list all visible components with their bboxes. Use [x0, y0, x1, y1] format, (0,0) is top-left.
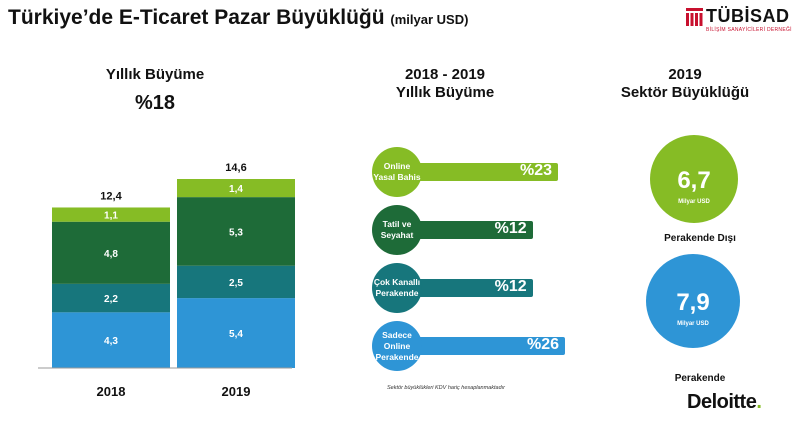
middle-header-line2: Yıllık Büyüme: [395, 84, 495, 101]
bar-segment-2018-3: [52, 207, 170, 222]
right-header-line1: 2019: [668, 66, 702, 83]
stacked-bar-chart: 4,3 2,2 4,8 1,1 12,4 2018 5,4 2,5 5,3 1,4 14,6 2019: [38, 162, 295, 399]
growth-category-circle: Sadece Online Perakende: [372, 321, 422, 371]
right-header-line2: Sektör Büyüklüğü: [620, 84, 750, 101]
tubisad-mark-icon: [686, 8, 703, 26]
bar-segment-2018-1: [52, 283, 170, 313]
growth-value: %23: [520, 162, 553, 179]
bar-segment-2019-2: [177, 197, 295, 266]
growth-value: %26: [526, 336, 559, 353]
middle-header-line1: 2018 - 2019: [404, 66, 486, 83]
x-axis-label: 2019: [222, 384, 251, 399]
bar-segment-label: 4,3: [104, 336, 118, 347]
growth-value: %12: [494, 278, 527, 295]
right-section-header: 2019 Sektör Büyüklüğü: [600, 66, 770, 102]
sector-bubble-value: 7,9: [676, 289, 710, 316]
bar-total-label: 14,6: [225, 162, 246, 174]
bar-segment-label: 1,4: [229, 184, 243, 195]
sector-bubble-label: Perakende Dışı: [664, 233, 736, 244]
growth-bar: [410, 337, 565, 355]
middle-section-header: 2018 - 2019 Yıllık Büyüme: [350, 66, 540, 102]
bar-segment-label: 2,2: [104, 294, 118, 305]
growth-bar: [410, 279, 533, 297]
bar-segment-label: 5,3: [229, 227, 243, 238]
tubisad-logo-text: TÜBİSAD: [706, 6, 790, 26]
sector-bubble: 6,7 Milyar USD: [650, 135, 738, 223]
stacked-bars: 4,3 2,2 4,8 1,1 12,4 2018 5,4 2,5 5,3 1,4 14,6 2019: [52, 162, 295, 399]
page-title: Türkiye’de E-Ticaret Pazar Büyüklüğü (mi…: [8, 6, 468, 30]
bar-segment-2018-2: [52, 221, 170, 284]
sector-bubble: 7,9 Milyar USD: [646, 254, 740, 348]
bar-segment-2019-3: [177, 179, 295, 198]
growth-bar: [410, 163, 559, 181]
page-title-unit: (milyar USD): [390, 12, 469, 27]
growth-value: %12: [494, 220, 527, 237]
sector-bubble-label: Perakende: [674, 373, 726, 384]
sector-bubble-value: 6,7: [677, 167, 711, 194]
tubisad-logo: TÜBİSAD BİLİŞİM SANAYİCİLERİ DERNEĞİ: [686, 6, 792, 36]
sector-bubble-unit: Milyar USD: [678, 199, 710, 205]
footnote: Sektör büyüklükleri KDV hariç hesaplanma…: [387, 385, 506, 391]
bar-total-label: 12,4: [100, 190, 122, 202]
bar-segment-2019-0: [177, 298, 295, 368]
growth-category-circle: Çok Kanallı Perakende: [372, 263, 422, 313]
bar-segment-label: 2,5: [229, 278, 243, 289]
bar-segment-label: 5,4: [229, 329, 243, 340]
growth-bar: [410, 221, 533, 239]
bar-segment-2018-0: [52, 312, 170, 368]
annual-growth-value: %18: [134, 92, 176, 114]
left-section-header: Yıllık Büyüme: [105, 66, 205, 83]
growth-category-circle: Online Yasal Bahis: [372, 147, 422, 197]
growth-category-circle: Tatil ve Seyahat: [372, 205, 422, 255]
bar-segment-label: 4,8: [104, 249, 118, 260]
bar-segment-label: 1,1: [104, 211, 118, 222]
page-title-text: Türkiye’de E-Ticaret Pazar Büyüklüğü: [8, 6, 385, 29]
tubisad-logo-subtext: BİLİŞİM SANAYİCİLERİ DERNEĞİ: [706, 27, 792, 33]
deloitte-logo-text: Deloitte: [687, 391, 757, 413]
x-axis-label: 2018: [97, 384, 126, 399]
deloitte-logo-dot: .: [756, 391, 762, 413]
bar-segment-2019-1: [177, 265, 295, 299]
deloitte-logo: Deloitte.: [687, 391, 762, 414]
sector-bubble-unit: Milyar USD: [677, 321, 709, 327]
